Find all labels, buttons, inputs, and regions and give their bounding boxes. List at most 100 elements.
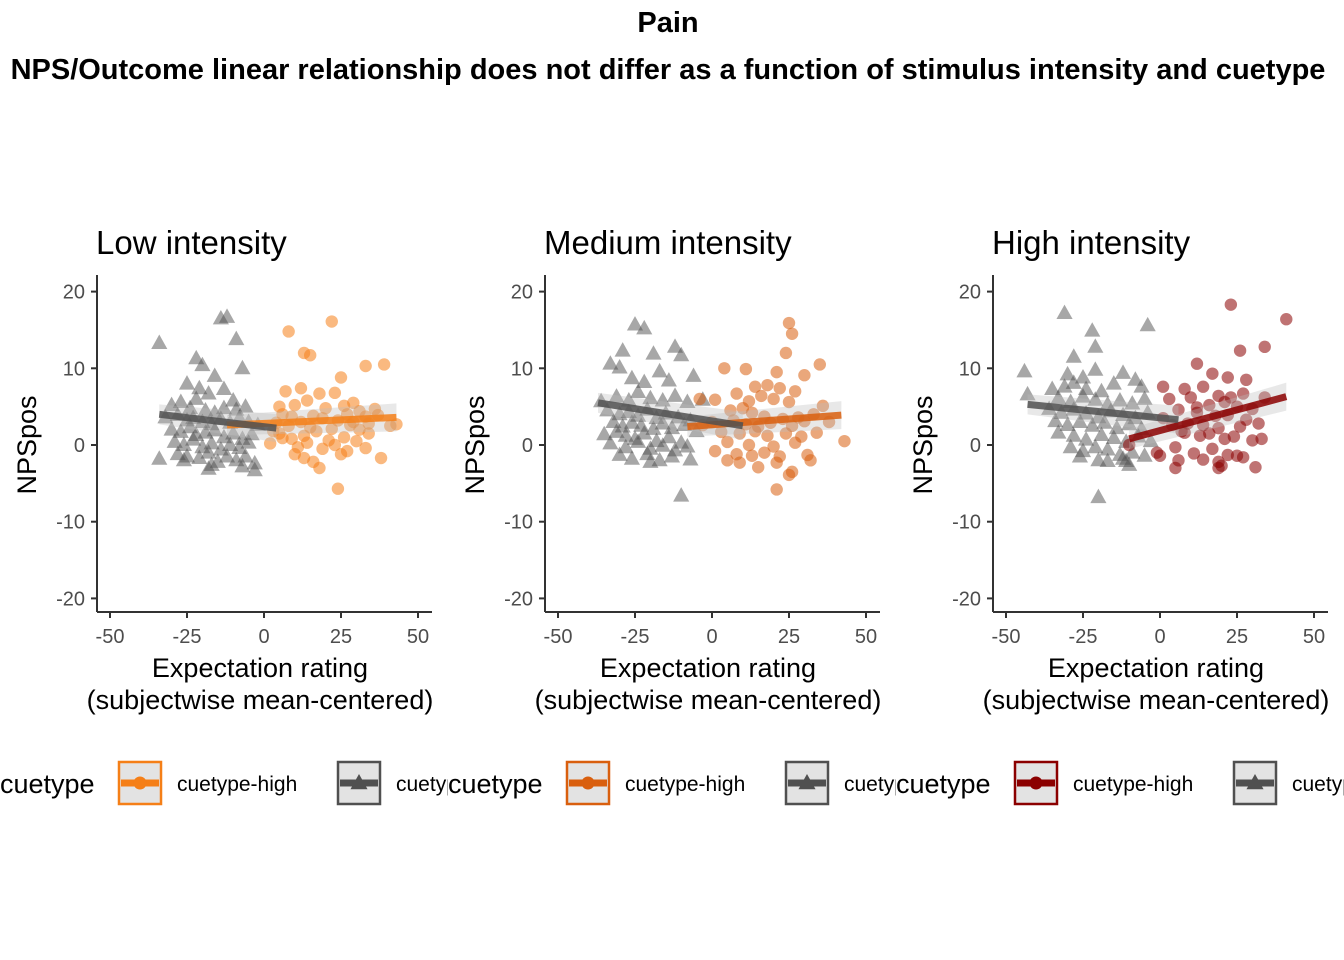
chart-panel: Medium intensity 20 10 0 -10 -20 -50 -25 0 25 50 Ex… xyxy=(448,224,896,806)
x-tick-label: 50 xyxy=(407,626,429,648)
data-point xyxy=(779,346,793,360)
data-point xyxy=(328,386,342,400)
legend-key-marker xyxy=(581,776,595,790)
data-point xyxy=(1087,361,1104,376)
data-point xyxy=(191,449,208,464)
panel-title: High intensity xyxy=(992,224,1191,261)
data-point xyxy=(798,369,811,382)
data-point xyxy=(761,429,774,442)
data-point xyxy=(231,439,248,455)
y-tick-label: -20 xyxy=(56,588,85,610)
legend-title: cuetype xyxy=(896,769,991,799)
data-point xyxy=(215,428,233,444)
data-point xyxy=(215,380,233,395)
y-axis-label: NPSpos xyxy=(12,395,42,494)
data-point xyxy=(182,418,199,434)
legend-label: cuetype-low xyxy=(1292,773,1344,796)
data-point xyxy=(608,423,625,438)
data-point xyxy=(1169,461,1182,475)
data-point xyxy=(334,371,348,384)
data-point xyxy=(733,456,746,469)
y-tick-label: 10 xyxy=(959,358,981,380)
data-point xyxy=(782,395,796,409)
x-tick-label: 0 xyxy=(1154,626,1165,648)
chart-panel: High intensity 20 10 0 -10 -20 -50 -25 0 25 50 Expe… xyxy=(896,224,1344,806)
data-point xyxy=(1084,417,1101,432)
data-point xyxy=(611,359,628,374)
data-point xyxy=(1190,401,1204,414)
data-point xyxy=(1227,430,1241,443)
data-point xyxy=(663,419,681,435)
y-axis-label: NPSpos xyxy=(460,395,490,494)
data-point xyxy=(319,401,332,415)
x-tick-label: -25 xyxy=(621,626,650,648)
data-point xyxy=(246,461,263,477)
data-point xyxy=(1121,415,1138,431)
data-point xyxy=(1016,362,1033,378)
data-point xyxy=(1212,421,1225,435)
legend-title: cuetype xyxy=(448,769,543,799)
data-point xyxy=(1078,431,1095,446)
data-point xyxy=(1133,378,1150,393)
data-point xyxy=(1124,444,1141,459)
x-axis-label-line2: (subjectwise mean-centered) xyxy=(535,685,882,715)
data-point xyxy=(1074,369,1092,384)
y-tick-label: 20 xyxy=(511,282,533,304)
legend-label: cuetype-low xyxy=(396,773,509,796)
data-point xyxy=(642,453,659,468)
data-point xyxy=(1203,427,1216,440)
data-point xyxy=(1084,322,1101,337)
legend-key-marker xyxy=(1029,776,1043,790)
data-point xyxy=(1203,398,1216,412)
data-point xyxy=(1050,389,1067,405)
data-point xyxy=(721,435,734,449)
data-point xyxy=(645,420,662,435)
data-point xyxy=(733,427,746,440)
data-point xyxy=(163,421,180,436)
data-point xyxy=(724,404,737,417)
x-axis-label: Expectation rating xyxy=(1048,653,1264,683)
data-point xyxy=(316,442,329,456)
x-tick-label: 0 xyxy=(258,626,269,648)
data-point xyxy=(617,438,634,454)
data-point xyxy=(708,393,722,406)
data-point xyxy=(813,358,826,371)
data-point xyxy=(1096,414,1113,429)
data-point xyxy=(736,401,749,415)
data-point xyxy=(206,367,223,382)
data-point xyxy=(313,387,326,400)
y-tick-label: -10 xyxy=(952,512,981,534)
data-point xyxy=(755,389,768,403)
data-point xyxy=(1114,364,1132,379)
data-point xyxy=(331,482,345,495)
data-point xyxy=(1111,392,1129,407)
data-point xyxy=(1099,441,1116,456)
data-point xyxy=(663,448,681,463)
x-tick-label: 0 xyxy=(706,626,717,648)
data-point xyxy=(304,349,317,362)
data-point xyxy=(1153,449,1167,462)
y-tick-label: 20 xyxy=(63,282,85,304)
data-point xyxy=(1056,304,1073,320)
data-point xyxy=(1124,395,1141,410)
data-point xyxy=(679,393,696,408)
legend-title: cuetype xyxy=(0,769,95,799)
data-point xyxy=(1236,387,1250,400)
legend: cuetype cuetype-high cuetype-low xyxy=(0,760,509,806)
y-tick-label: 0 xyxy=(74,435,85,457)
data-point xyxy=(1233,344,1247,357)
data-point xyxy=(742,438,756,452)
data-point xyxy=(620,392,637,407)
data-point xyxy=(1246,434,1259,447)
data-point xyxy=(172,393,189,408)
data-point xyxy=(693,392,706,406)
data-point xyxy=(215,399,233,415)
data-point xyxy=(1224,298,1238,311)
legend: cuetype cuetype-high cuetype-low xyxy=(896,760,1344,806)
data-point xyxy=(300,436,314,449)
data-point xyxy=(708,444,722,458)
data-point xyxy=(1255,432,1268,446)
data-point xyxy=(718,362,731,375)
data-point xyxy=(636,373,653,389)
legend-label: cuetype-high xyxy=(625,773,745,796)
